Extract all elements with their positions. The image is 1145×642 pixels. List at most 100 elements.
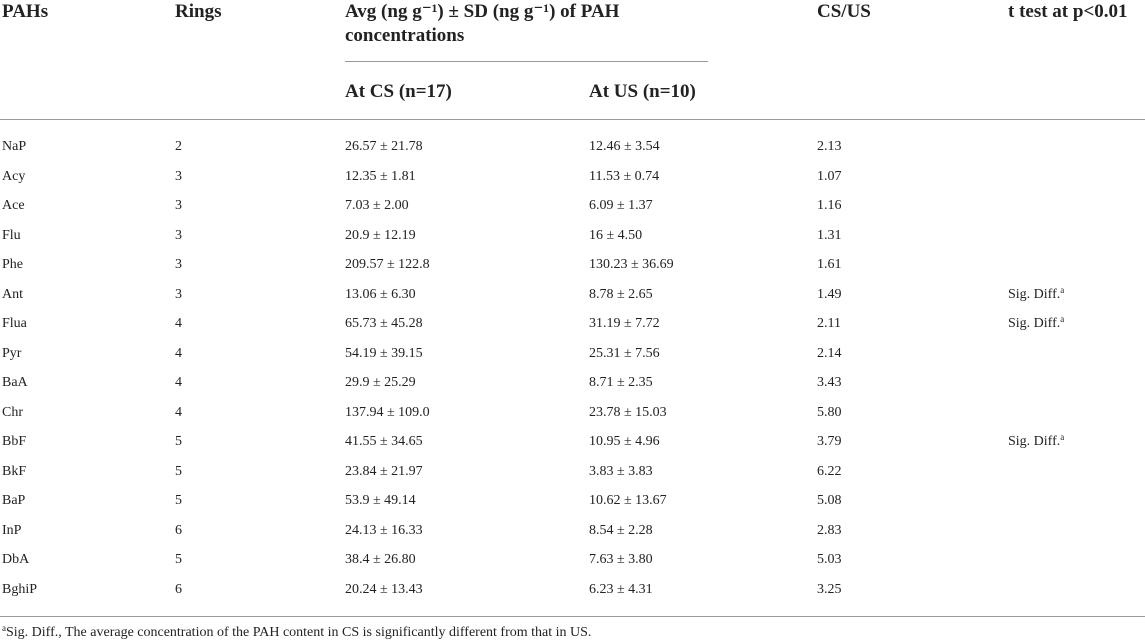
cell-cs-text: 209.57 ± 122.8 xyxy=(345,257,430,272)
cell-ttest-text: Sig. Diff. xyxy=(1008,316,1061,331)
cell-ratio: 5.03 xyxy=(817,545,842,574)
cell-rings-text: 6 xyxy=(175,522,182,538)
cell-pah-text: BaA xyxy=(2,375,28,390)
cell-ttest: Sig. Diff.a xyxy=(1008,309,1064,338)
table-row: BaP 5 53.9 ± 49.14 10.62 ± 13.67 5.08 xyxy=(0,486,1145,515)
cell-ratio-text: 2.83 xyxy=(817,522,842,538)
cell-pah: NaP xyxy=(2,132,26,161)
cell-cs-text: 53.9 ± 49.14 xyxy=(345,493,416,508)
cell-rings: 3 xyxy=(175,191,182,220)
cell-ratio-text: 1.07 xyxy=(817,168,842,184)
cell-rings: 4 xyxy=(175,398,182,427)
cell-us-text: 7.63 ± 3.80 xyxy=(589,552,653,567)
cell-ratio: 3.43 xyxy=(817,368,842,397)
cell-us-text: 6.23 ± 4.31 xyxy=(589,581,653,597)
header-bottom-rule xyxy=(0,119,1145,120)
cell-cs: 65.73 ± 45.28 xyxy=(345,309,423,338)
cell-ratio-text: 3.25 xyxy=(817,581,842,597)
table-row: BbF 5 41.55 ± 34.65 10.95 ± 4.96 3.79 Sig. Di… xyxy=(0,427,1145,456)
cell-ttest: Sig. Diff.a xyxy=(1008,427,1064,456)
cell-pah: Pyr xyxy=(2,339,21,368)
cell-cs-text: 38.4 ± 26.80 xyxy=(345,552,416,567)
table-row: Phe 3 209.57 ± 122.8 130.23 ± 36.69 1.61 xyxy=(0,250,1145,279)
cell-pah-text: Ant xyxy=(2,286,23,302)
cell-ratio: 6.22 xyxy=(817,457,842,486)
table-row: Ant 3 13.06 ± 6.30 8.78 ± 2.65 1.49 Sig. Diff… xyxy=(0,280,1145,309)
cell-cs: 23.84 ± 21.97 xyxy=(345,457,423,486)
cell-pah-text: Pyr xyxy=(2,345,22,361)
cell-pah: Ant xyxy=(2,280,23,309)
cell-pah: DbA xyxy=(2,545,29,574)
cell-ratio-text: 1.49 xyxy=(817,286,842,302)
cell-us-text: 10.95 ± 4.96 xyxy=(589,434,660,449)
cell-rings-text: 3 xyxy=(175,198,182,213)
cell-pah-text: NaP xyxy=(2,139,27,154)
header-rings: Rings xyxy=(175,1,222,22)
cell-us: 16 ± 4.50 xyxy=(589,221,642,250)
cell-cs: 7.03 ± 2.00 xyxy=(345,191,409,220)
cell-us: 8.71 ± 2.35 xyxy=(589,368,653,397)
table-footnote: aSig. Diff., The average concentration o… xyxy=(2,624,591,642)
header-avg: Avg (ng g⁻¹) ± SD (ng g⁻¹) of PAH concen… xyxy=(345,1,620,46)
cell-pah: Flu xyxy=(2,221,21,250)
cell-cs-text: 29.9 ± 25.29 xyxy=(345,375,416,390)
cell-cs-text: 24.13 ± 16.33 xyxy=(345,522,423,538)
cell-cs: 137.94 ± 109.0 xyxy=(345,398,430,427)
cell-cs: 20.24 ± 13.43 xyxy=(345,575,423,604)
cell-ratio: 2.11 xyxy=(817,309,841,338)
cell-cs: 24.13 ± 16.33 xyxy=(345,516,423,545)
cell-ratio-text: 2.14 xyxy=(817,345,842,361)
cell-us-text: 10.62 ± 13.67 xyxy=(589,493,667,508)
table-row: Flu 3 20.9 ± 12.19 16 ± 4.50 1.31 xyxy=(0,221,1145,250)
cell-us: 3.83 ± 3.83 xyxy=(589,457,653,486)
cell-ratio: 2.14 xyxy=(817,339,842,368)
table-row: Chr 4 137.94 ± 109.0 23.78 ± 15.03 5.80 xyxy=(0,398,1145,427)
cell-pah-text: Ace xyxy=(2,198,25,213)
cell-cs-text: 20.9 ± 12.19 xyxy=(345,227,416,243)
cell-us-text: 8.71 ± 2.35 xyxy=(589,375,653,390)
cell-us-text: 130.23 ± 36.69 xyxy=(589,257,674,272)
cell-us: 31.19 ± 7.72 xyxy=(589,309,660,338)
table-row: BghiP 6 20.24 ± 13.43 6.23 ± 4.31 3.25 xyxy=(0,575,1145,604)
cell-rings: 3 xyxy=(175,280,182,309)
cell-cs: 54.19 ± 39.15 xyxy=(345,339,423,368)
cell-pah: Chr xyxy=(2,398,23,427)
cell-us-text: 12.46 ± 3.54 xyxy=(589,139,660,154)
cell-cs: 29.9 ± 25.29 xyxy=(345,368,416,397)
table-bottom-rule xyxy=(0,616,1145,617)
cell-rings: 5 xyxy=(175,427,182,456)
cell-us-text: 23.78 ± 15.03 xyxy=(589,404,667,420)
cell-cs: 38.4 ± 26.80 xyxy=(345,545,416,574)
cell-us: 12.46 ± 3.54 xyxy=(589,132,660,161)
cell-rings-text: 4 xyxy=(175,375,182,390)
cell-us: 10.62 ± 13.67 xyxy=(589,486,667,515)
cell-us-text: 8.78 ± 2.65 xyxy=(589,286,653,302)
cell-cs-text: 26.57 ± 21.78 xyxy=(345,139,423,154)
cell-pah: BaP xyxy=(2,486,25,515)
table-row: InP 6 24.13 ± 16.33 8.54 ± 2.28 2.83 xyxy=(0,516,1145,545)
cell-rings-text: 3 xyxy=(175,286,182,302)
table-row: BkF 5 23.84 ± 21.97 3.83 ± 3.83 6.22 xyxy=(0,457,1145,486)
table-row: DbA 5 38.4 ± 26.80 7.63 ± 3.80 5.03 xyxy=(0,545,1145,574)
cell-us-text: 11.53 ± 0.74 xyxy=(589,168,660,184)
cell-pah-text: BghiP xyxy=(2,581,38,597)
cell-pah-text: Chr xyxy=(2,404,23,420)
cell-rings-text: 6 xyxy=(175,581,182,597)
cell-ratio: 5.80 xyxy=(817,398,842,427)
header-ttest: t test at p<0.01 xyxy=(1008,1,1128,22)
cell-us-text: 3.83 ± 3.83 xyxy=(589,463,653,479)
cell-rings: 3 xyxy=(175,221,182,250)
cell-rings: 5 xyxy=(175,486,182,515)
cell-pah-text: BkF xyxy=(2,463,27,479)
cell-rings: 6 xyxy=(175,575,182,604)
cell-pah-text: BaP xyxy=(2,493,26,508)
cell-us-text: 25.31 ± 7.56 xyxy=(589,345,660,361)
cell-ratio-text: 1.16 xyxy=(817,198,842,213)
footnote-marker: a xyxy=(2,623,6,633)
cell-cs: 53.9 ± 49.14 xyxy=(345,486,416,515)
cell-ratio-text: 5.08 xyxy=(817,493,842,508)
header-cs-us: CS/US xyxy=(817,1,871,22)
cell-us-text: 6.09 ± 1.37 xyxy=(589,198,653,213)
cell-cs-text: 23.84 ± 21.97 xyxy=(345,463,423,479)
cell-ratio-text: 2.11 xyxy=(817,316,841,331)
